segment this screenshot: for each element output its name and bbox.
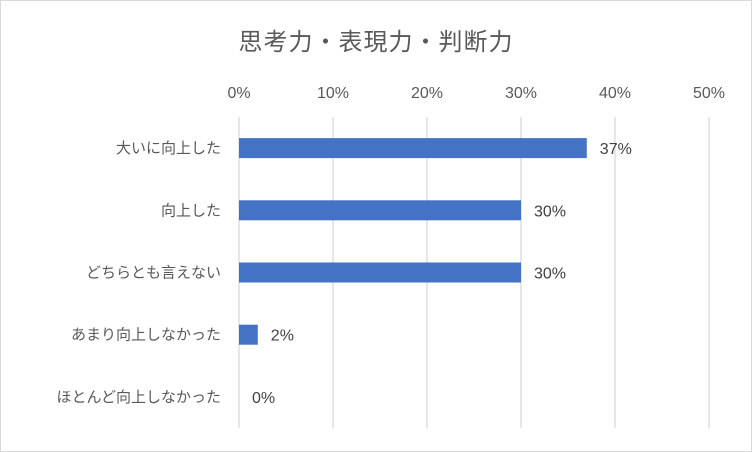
category-label: ほとんど向上しなかった [56, 388, 221, 406]
data-label: 2% [271, 328, 294, 345]
x-tick-label: 30% [505, 85, 537, 102]
x-tick-label: 0% [227, 85, 250, 102]
chart-title: 思考力・表現力・判断力 [238, 28, 514, 56]
category-label: 大いに向上した [116, 139, 221, 157]
bar [239, 138, 587, 159]
x-tick-label: 40% [599, 85, 631, 102]
category-label: あまり向上しなかった [71, 326, 221, 344]
category-label: 向上した [161, 201, 221, 219]
data-labels: 37% 30% 30% 2% 0% [252, 141, 632, 407]
x-tick-label: 20% [411, 85, 443, 102]
category-labels: 大いに向上した向上したどちらとも言えないあまり向上しなかったほとんど向上しなかっ… [56, 139, 221, 406]
bar [239, 200, 521, 221]
category-label: どちらとも言えない [86, 264, 221, 282]
data-label: 30% [534, 203, 566, 220]
data-label: 37% [600, 141, 632, 158]
x-axis-ticks: 0% 10% 20% 30% 40% 50% [227, 85, 725, 102]
bar [239, 324, 258, 345]
data-label: 30% [534, 266, 566, 283]
x-tick-label: 50% [693, 85, 725, 102]
bars [239, 138, 587, 345]
data-label: 0% [252, 390, 275, 407]
x-tick-label: 10% [317, 85, 349, 102]
bar [239, 262, 521, 283]
